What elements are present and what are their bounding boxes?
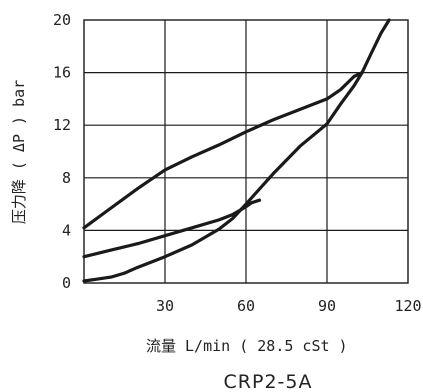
series-line-0 [82,70,364,230]
y-tick-label-2: 8 [62,169,71,187]
series-line-2 [82,18,391,283]
y-tick-label-0: 0 [62,274,71,292]
x-tick-label-3: 120 [394,297,421,315]
x-axis-label: 流量 L/min ( 28.5 cSt ) [146,337,348,355]
x-tick-label-2: 90 [318,297,336,315]
x-tick-labels: 30 60 90 120 [156,297,422,315]
curves [82,18,391,283]
y-tick-label-5: 20 [53,11,71,29]
series-line-1 [82,198,262,259]
model-label: CRP2-5A [224,371,313,392]
plot-frame [83,19,409,284]
y-tick-labels: 0 4 8 12 16 20 [53,11,71,292]
x-tick-label-0: 30 [156,297,174,315]
y-tick-label-1: 4 [62,221,71,239]
y-tick-label-3: 12 [53,116,71,134]
grid [84,20,408,283]
y-axis-label: 压力降 ( ΔP ) bar [10,80,28,224]
y-tick-label-4: 16 [53,64,71,82]
x-tick-label-1: 60 [237,297,255,315]
